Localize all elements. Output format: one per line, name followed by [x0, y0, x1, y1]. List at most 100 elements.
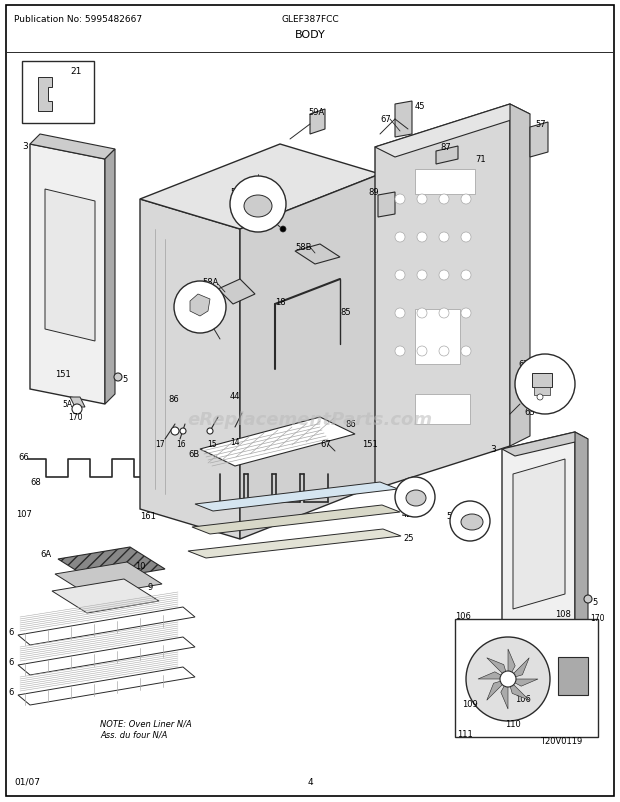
- Text: 16: 16: [176, 439, 185, 448]
- Text: 8A: 8A: [407, 485, 418, 494]
- Text: 18: 18: [275, 298, 286, 306]
- Polygon shape: [30, 135, 115, 160]
- Circle shape: [171, 427, 179, 435]
- Text: 66: 66: [18, 452, 29, 461]
- Circle shape: [439, 233, 449, 243]
- Text: 89: 89: [368, 188, 379, 196]
- Polygon shape: [18, 638, 195, 675]
- Text: 170: 170: [590, 614, 604, 622]
- Circle shape: [207, 428, 213, 435]
- Text: 6: 6: [8, 687, 14, 696]
- Circle shape: [584, 595, 592, 603]
- Text: 45: 45: [415, 102, 425, 111]
- Text: 01/07: 01/07: [14, 777, 40, 786]
- Text: 9: 9: [148, 582, 153, 591]
- Circle shape: [500, 671, 516, 687]
- Polygon shape: [501, 679, 508, 709]
- Circle shape: [450, 501, 490, 541]
- Ellipse shape: [406, 490, 426, 506]
- Text: 6B: 6B: [188, 449, 199, 459]
- Polygon shape: [240, 175, 380, 539]
- Polygon shape: [502, 432, 588, 456]
- Circle shape: [439, 346, 449, 357]
- Polygon shape: [18, 667, 195, 705]
- Text: 110: 110: [505, 719, 521, 728]
- Text: NOTE: Oven Liner N/A
Ass. du four N/A: NOTE: Oven Liner N/A Ass. du four N/A: [100, 719, 192, 739]
- Text: 58A: 58A: [202, 277, 218, 286]
- Circle shape: [417, 233, 427, 243]
- Polygon shape: [375, 105, 530, 158]
- Text: 58B: 58B: [295, 243, 311, 252]
- Text: 170: 170: [68, 412, 82, 422]
- Circle shape: [439, 270, 449, 281]
- Text: 21: 21: [70, 67, 81, 76]
- Circle shape: [72, 404, 82, 415]
- Circle shape: [417, 309, 427, 318]
- Circle shape: [417, 346, 427, 357]
- Bar: [415, 170, 475, 195]
- Polygon shape: [502, 432, 575, 654]
- Text: 17: 17: [155, 439, 165, 448]
- Text: 10: 10: [135, 561, 146, 570]
- Polygon shape: [140, 145, 380, 229]
- Text: 5A: 5A: [62, 399, 72, 408]
- Text: 68: 68: [30, 477, 41, 486]
- Polygon shape: [508, 649, 515, 679]
- Text: 6: 6: [8, 657, 14, 666]
- Text: 4: 4: [307, 777, 313, 786]
- Polygon shape: [375, 105, 510, 489]
- Circle shape: [174, 282, 226, 334]
- Text: 107: 107: [16, 509, 32, 518]
- Circle shape: [466, 638, 550, 721]
- Text: 6A: 6A: [40, 549, 51, 558]
- Polygon shape: [487, 658, 508, 679]
- Bar: [532, 374, 552, 387]
- Text: 5A: 5A: [446, 512, 457, 520]
- Circle shape: [515, 354, 575, 415]
- Polygon shape: [508, 658, 529, 679]
- Text: 58: 58: [400, 486, 410, 496]
- Circle shape: [537, 395, 543, 400]
- Polygon shape: [30, 145, 105, 404]
- Text: 15: 15: [207, 439, 216, 448]
- Text: 67: 67: [380, 115, 391, 124]
- Polygon shape: [508, 679, 538, 687]
- Text: 42: 42: [402, 509, 412, 518]
- Polygon shape: [295, 245, 340, 265]
- Text: 3: 3: [490, 444, 496, 453]
- Text: 108: 108: [555, 610, 571, 618]
- Circle shape: [395, 195, 405, 205]
- Text: 62: 62: [518, 359, 529, 369]
- Polygon shape: [52, 579, 159, 614]
- Polygon shape: [310, 110, 325, 135]
- Polygon shape: [58, 547, 165, 581]
- Polygon shape: [105, 150, 115, 404]
- Text: 59B: 59B: [230, 188, 246, 196]
- Polygon shape: [192, 505, 400, 534]
- Circle shape: [461, 309, 471, 318]
- Polygon shape: [70, 398, 85, 407]
- Circle shape: [417, 270, 427, 281]
- Circle shape: [395, 309, 405, 318]
- Bar: [558, 657, 588, 695]
- Text: 6: 6: [8, 627, 14, 636]
- Circle shape: [114, 374, 122, 382]
- Polygon shape: [508, 679, 529, 700]
- Text: 86: 86: [168, 395, 179, 403]
- Circle shape: [461, 233, 471, 243]
- Text: 3: 3: [22, 142, 28, 151]
- Circle shape: [395, 270, 405, 281]
- Text: T20V0119: T20V0119: [540, 736, 582, 745]
- Text: 44: 44: [230, 391, 241, 400]
- Text: 87: 87: [440, 143, 451, 152]
- Text: 5: 5: [122, 375, 127, 383]
- Circle shape: [180, 428, 186, 435]
- Polygon shape: [478, 672, 508, 679]
- Polygon shape: [18, 607, 195, 645]
- Circle shape: [280, 227, 286, 233]
- Polygon shape: [218, 280, 255, 305]
- Circle shape: [439, 195, 449, 205]
- Text: 111: 111: [457, 729, 472, 738]
- Text: 85: 85: [340, 308, 351, 317]
- Polygon shape: [510, 105, 530, 447]
